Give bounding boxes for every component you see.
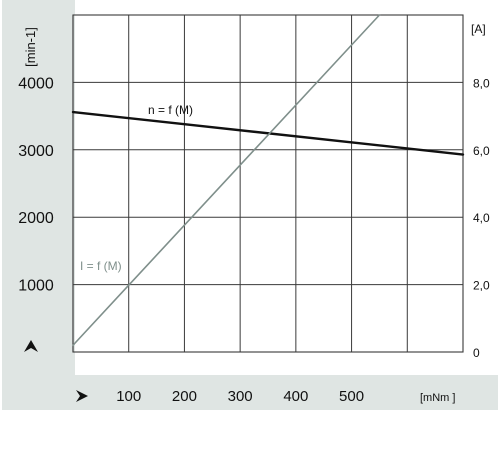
up-arrow-icon [24,340,38,352]
left-axis-panel [2,0,75,410]
left-axis-label: [min-1] [23,27,38,67]
current-series-label: I = f (M) [80,259,122,273]
x-tick-100: 100 [116,388,141,405]
plot-border [72,14,464,353]
right-y-tick-2-0: 2,0 [473,279,490,293]
x-tick-300: 300 [228,388,253,405]
axis-panels [2,0,498,410]
right-y-tick-6-0: 6,0 [473,144,490,158]
chart-text: 1000 2000 3000 4000 0 2,0 4,0 6,0 8,0 100 200 300 40… [18,22,490,405]
chart-series [71,14,465,347]
right-axis-label: [A] [471,22,486,36]
left-y-tick-4000: 4000 [18,75,54,92]
x-tick-200: 200 [172,388,197,405]
right-arrow-icon [76,390,88,402]
current-series-line [72,14,381,347]
right-y-tick-0: 0 [473,346,480,360]
x-tick-500: 500 [339,388,364,405]
left-y-tick-2000: 2000 [18,210,54,227]
left-y-tick-1000: 1000 [18,278,54,295]
chart-grid [72,14,464,353]
speed-series-line [71,110,465,156]
x-tick-400: 400 [283,388,308,405]
left-y-tick-3000: 3000 [18,143,54,160]
bottom-axis-panel [60,375,498,410]
right-y-tick-8-0: 8,0 [473,76,490,90]
right-y-tick-4-0: 4,0 [473,211,490,225]
x-axis-label: [mNm ] [420,392,455,404]
speed-series-label: n = f (M) [148,103,193,117]
